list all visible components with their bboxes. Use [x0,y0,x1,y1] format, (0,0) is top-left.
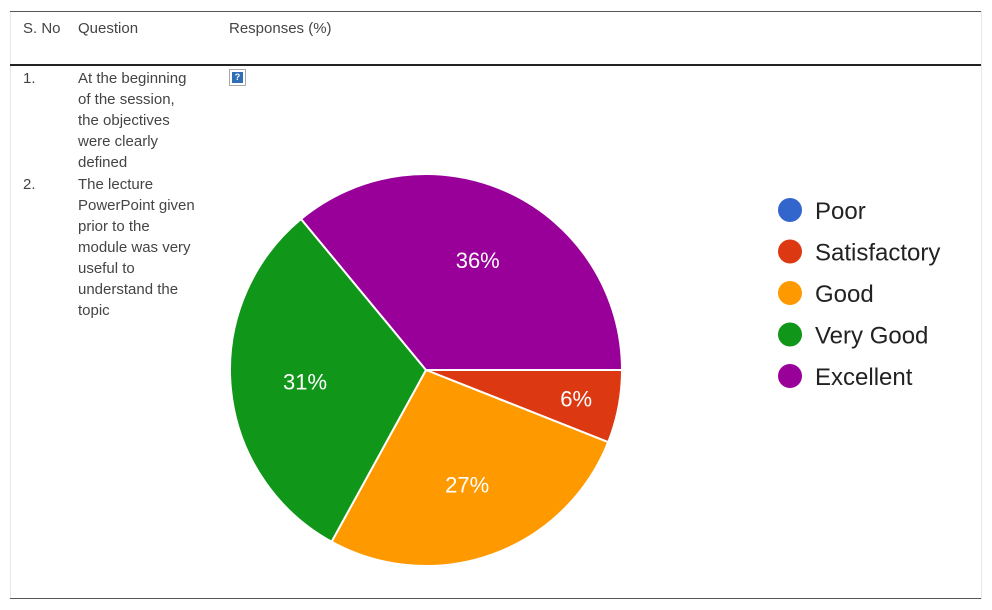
slice-label-very-good: 31% [283,369,327,394]
table-bottom-rule [10,598,981,599]
table-header-rule [10,64,981,66]
legend-swatch-excellent [778,364,802,388]
pie-slice-good [330,368,610,567]
row-1-sno: 1. [23,70,36,87]
table-top-rule [10,11,981,12]
pie-slice-excellent [299,173,624,371]
legend-swatch-satisfactory [778,239,802,264]
responses-table [10,11,982,599]
header-question: Question [78,20,139,37]
legend-label-satisfactory: Satisfactory [815,240,940,267]
legend-label-poor: Poor [815,198,866,225]
row-2-question: The lecture PowerPoint given prior to th… [78,176,195,319]
row-2-sno: 2. [23,176,36,193]
legend-label-very-good: Very Good [815,323,928,350]
slice-label-excellent: 36% [456,248,500,273]
legend-label-excellent: Excellent [815,364,913,391]
legend-swatch-poor [778,198,802,222]
legend-swatch-good [778,281,802,305]
legend-swatch-very-good [778,322,802,347]
slice-label-satisfactory: 6% [560,387,592,412]
question-mark-icon: ? [232,72,243,83]
pie-slice-very-good [229,217,428,544]
header-sno: S. No [23,20,61,37]
header-responses: Responses (%) [229,20,332,37]
slice-label-good: 27% [445,472,489,497]
broken-image-placeholder: ? [229,69,246,86]
row-1-question: At the beginning of the session, the obj… [78,70,187,171]
legend-label-good: Good [815,281,874,308]
